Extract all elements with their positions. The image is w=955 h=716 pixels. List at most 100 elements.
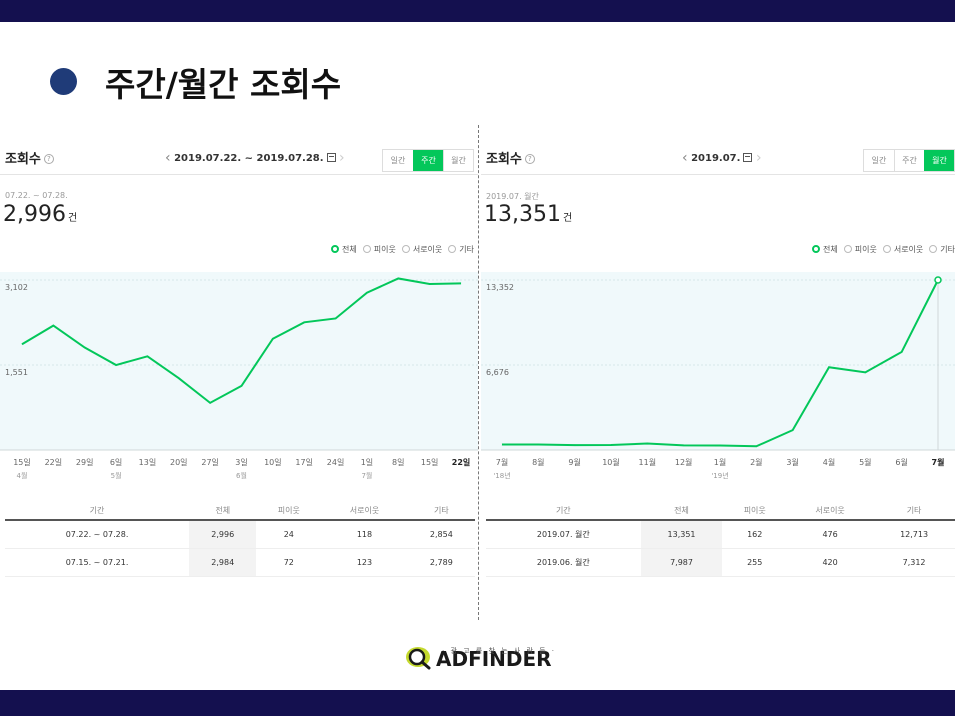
filter-mutual[interactable]: 서로이웃 [882,244,924,255]
slide-title: 주간/월간 조회수 [105,65,342,104]
date-navigator: ‹ 2019.07. › [682,150,762,166]
table-row: 2019.07. 월간 13,351 162 476 12,713 [486,520,955,549]
radio-off-icon [448,245,457,253]
calendar-icon[interactable] [326,153,336,162]
table-cell: 118 [321,520,408,549]
total-value: 2,996 [3,202,66,227]
weekly-views-chart: 3,102 1,551 [0,272,478,451]
monthly-views-panel: 조회수? ‹ 2019.07. › 일간 주간 월간 2019.07. 월간 1… [481,140,955,580]
weekly-views-table: 기간 전체 피이웃 서로이웃 기타 07.22. ~ 07.28. 2,996 24 118 2… [5,502,475,577]
tab-weekly[interactable]: 주간 [894,150,924,171]
total-unit: 건 [67,213,78,224]
table-cell: 07.22. ~ 07.28. [5,520,190,549]
total-views: 13,351 건 [484,202,572,227]
filter-label: 피이웃 [373,245,396,254]
table-header-cell: 기타 [873,502,955,521]
x-tick-label: 24일 [326,458,345,467]
panel-title: 조회수 [486,152,522,167]
x-axis-labels: 15일 4월 22일 29일 6일 5월 13일 20일 27일 3일 6월 10일 17일 24일 1일 7… [0,457,478,487]
table-header-cell: 기간 [486,502,641,521]
filter-mutual[interactable]: 서로이웃 [401,244,443,255]
y-tick-label: 1,551 [5,368,28,377]
help-icon[interactable]: ? [524,154,535,164]
x-tick-label: 1월 '19년 [705,457,735,481]
filter-other[interactable]: 기타 [448,244,474,255]
weekly-views-panel: 조회수? ‹ 2019.07.22. ~ 2019.07.28. › 일간 주간… [0,140,478,580]
panel-title: 조회수 [5,152,41,167]
tab-daily[interactable]: 일간 [383,150,413,171]
table-header-cell: 피이웃 [722,502,788,521]
filter-label: 기타 [459,245,475,254]
tab-daily[interactable]: 일간 [864,150,894,171]
x-tick-sublabel: '19년 [711,472,729,480]
filter-other[interactable]: 기타 [929,244,955,255]
table-cell: 2019.07. 월간 [486,520,641,549]
x-tick-label: 8월 [532,458,545,467]
chart-plot-area [481,272,955,450]
x-tick-sublabel: 4월 [16,472,28,480]
header-divider [0,174,478,175]
radio-off-icon [882,245,891,253]
x-tick-sublabel: 6월 [236,472,247,480]
filter-all[interactable]: 전체 [331,244,357,255]
filter-neighbor[interactable]: 피이웃 [362,244,396,255]
panel-header: 조회수? [5,148,54,167]
x-tick-label: 20일 [170,458,188,467]
period-tabs: 일간 주간 월간 [382,149,474,172]
table-header-cell: 기간 [5,502,190,521]
header-divider [481,174,955,175]
chevron-right-icon[interactable]: › [339,150,345,166]
tab-weekly[interactable]: 주간 [413,150,443,171]
table-cell: 07.15. ~ 07.21. [5,548,190,577]
data-point[interactable] [934,276,942,284]
x-tick-sublabel: '18년 [493,472,511,480]
filter-all[interactable]: 전체 [812,244,838,255]
x-tick-label: 29일 [75,458,94,467]
filter-label: 서로이웃 [893,245,924,254]
range-label: 2019.07. 월간 [486,192,539,201]
table-cell: 7,987 [640,548,723,577]
calendar-icon[interactable] [743,153,753,162]
period-tabs: 일간 주간 월간 [863,149,955,172]
date-range-label: 2019.07.22. ~ 2019.07.28. [174,153,324,164]
x-tick-label: 5월 [859,458,872,467]
filter-label: 서로이웃 [412,245,443,254]
x-tick-label: 8일 [392,458,405,467]
table-header-cell: 기타 [407,502,475,521]
table-row: 2019.06. 월간 7,987 255 420 7,312 [486,548,955,577]
filter-label: 전체 [823,245,838,254]
x-tick-label: 15일 [420,458,439,467]
tab-monthly[interactable]: 월간 [443,150,473,171]
bottom-frame-bar [0,690,955,716]
magnifier-logo-icon [406,647,431,670]
y-tick-label: 6,676 [486,368,509,377]
help-icon[interactable]: ? [43,154,54,164]
x-tick-label: 7월 '18년 [487,457,517,481]
x-tick-label: 2월 [750,458,763,467]
filter-label: 피이웃 [854,245,877,254]
chevron-left-icon[interactable]: ‹ [165,150,171,166]
title-bullet [50,68,77,95]
radio-off-icon [843,245,852,253]
chevron-right-icon[interactable]: › [755,150,762,166]
x-tick-label: 27일 [201,458,219,467]
filter-neighbor[interactable]: 피이웃 [843,244,877,255]
filter-label: 전체 [342,245,357,254]
radio-off-icon [401,245,410,253]
chevron-left-icon[interactable]: ‹ [682,150,688,166]
table-cell: 12,713 [873,520,955,549]
total-unit: 건 [562,213,573,224]
date-range-label: 2019.07. [691,153,741,164]
table-row: 07.22. ~ 07.28. 2,996 24 118 2,854 [5,520,475,549]
monthly-views-table: 기간 전체 피이웃 서로이웃 기타 2019.07. 월간 13,351 162 476 12,… [486,502,955,577]
tab-monthly[interactable]: 월간 [924,150,954,171]
table-cell: 2019.06. 월간 [486,548,641,577]
series-filter: 전체 피이웃 서로이웃 기타 [812,244,955,255]
x-tick-label: 22일 [44,458,63,467]
radio-on-icon [812,245,820,253]
x-tick-label: 9월 [568,458,581,467]
table-header-cell: 피이웃 [256,502,322,521]
panel-divider [478,125,479,620]
filter-label: 기타 [940,245,955,254]
table-cell: 2,854 [407,520,475,549]
